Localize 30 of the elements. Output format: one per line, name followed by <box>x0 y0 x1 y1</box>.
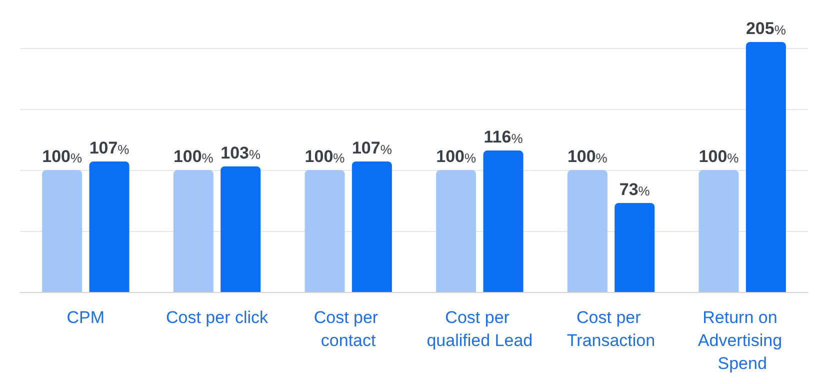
bar <box>42 170 82 292</box>
bar <box>567 170 608 292</box>
data-label: 107% <box>352 138 392 158</box>
bar <box>436 170 476 292</box>
data-label: 100% <box>42 147 82 166</box>
bar <box>483 150 524 292</box>
data-label: 103% <box>220 143 261 162</box>
bar <box>614 202 655 292</box>
bar <box>352 162 392 292</box>
bar <box>698 170 739 292</box>
x-tick-label: Cost per contact <box>314 308 383 350</box>
x-tick-label: Return on Advertising Spend <box>698 308 787 373</box>
bar <box>89 162 130 292</box>
bar <box>304 170 345 292</box>
bar <box>173 170 214 292</box>
data-label: 73% <box>619 180 650 199</box>
bar <box>746 42 786 292</box>
data-label: 107% <box>89 138 130 158</box>
bar <box>220 166 261 292</box>
data-label: 100% <box>567 147 608 166</box>
data-label: 116% <box>484 128 524 147</box>
data-label: 100% <box>173 147 214 166</box>
x-tick-label: Cost per click <box>166 308 269 327</box>
x-tick-label: CPM <box>66 308 105 327</box>
x-tick-label: Cost per qualified Lead <box>426 308 533 350</box>
data-label: 100% <box>304 147 346 166</box>
data-label: 100% <box>698 147 740 166</box>
data-label: 100% <box>436 147 476 166</box>
x-tick-label: Cost per Transaction <box>566 308 656 350</box>
data-label: 205% <box>746 19 786 38</box>
